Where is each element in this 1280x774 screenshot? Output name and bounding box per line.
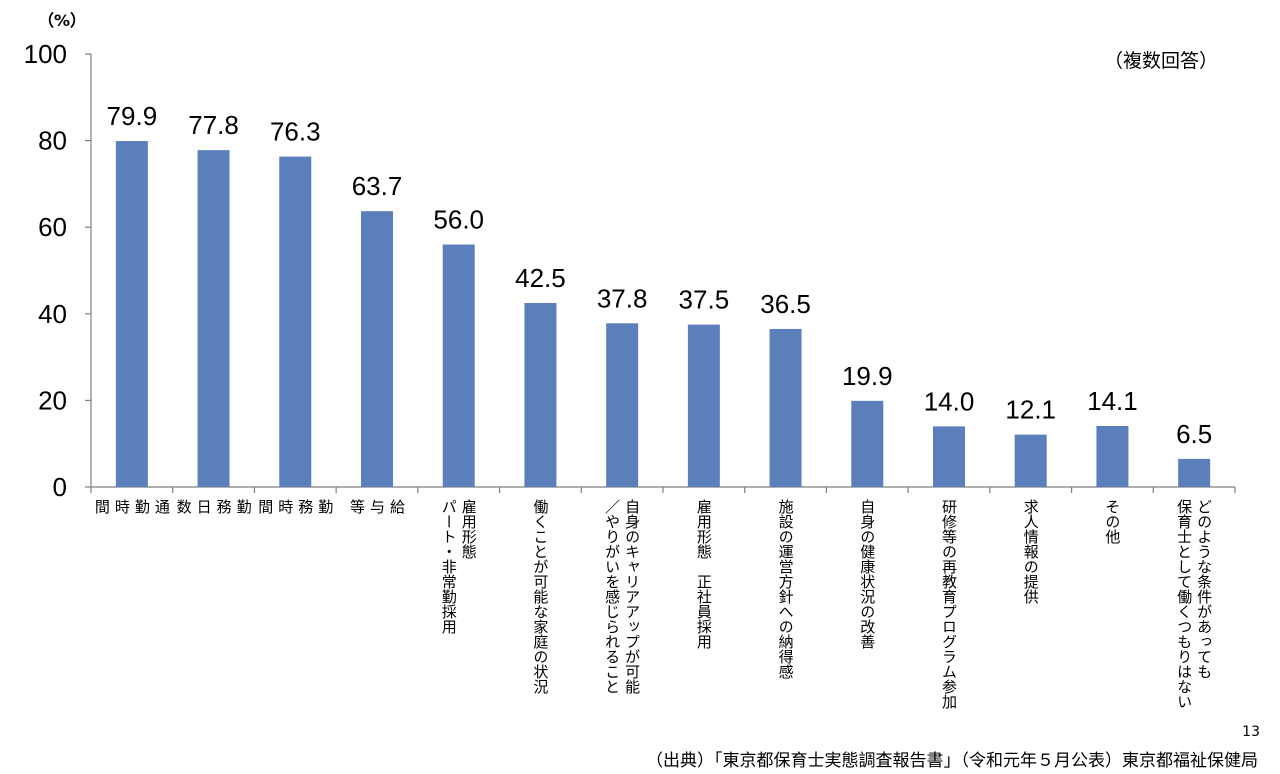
bar-value-label: 19.9	[842, 361, 893, 391]
y-tick-label: 80	[38, 126, 67, 156]
y-tick-label: 40	[38, 299, 67, 329]
category-label-line: 勤	[316, 499, 334, 515]
category-label-line: パート・非常勤採用	[440, 499, 458, 635]
category-label-line: その他	[1103, 499, 1121, 545]
page-number: 13	[1242, 724, 1260, 740]
category-label-line: 自身のキャリアアップが可能	[623, 499, 641, 695]
bar	[524, 302, 557, 487]
bar	[851, 400, 884, 487]
bar-value-label: 36.5	[760, 289, 811, 319]
multiple-answer-note: （複数回答）	[1103, 50, 1218, 72]
category-label: 給与等	[348, 498, 406, 515]
y-tick-label: 60	[38, 212, 67, 242]
category-label-line: 等	[348, 498, 366, 514]
y-tick-label: 20	[38, 385, 67, 415]
bar	[361, 211, 393, 487]
category-label-line: ／やりがいを感じられること	[603, 499, 621, 694]
category-label: その他	[1103, 499, 1121, 545]
bar	[115, 141, 148, 487]
category-label-line: 雇用形態	[460, 499, 478, 559]
bar-value-label: 14.1	[1087, 386, 1138, 416]
bar	[687, 324, 720, 487]
category-label-line: 施設の運営方針への納得感	[777, 499, 795, 679]
category-label-line: 保育士として働くつもりはない	[1175, 499, 1193, 709]
category-label-line: 通	[153, 499, 171, 514]
category-label-line: 務	[215, 499, 233, 515]
category-label-line: 日	[195, 499, 213, 514]
bar	[197, 150, 230, 487]
category-label-line: 務	[296, 499, 314, 515]
category-label-line: 研修等の再教育プログラム参加	[940, 499, 958, 710]
category-label-line: 時	[276, 499, 294, 514]
bar	[606, 323, 639, 487]
category-label-line: どのような条件があっても	[1195, 499, 1213, 679]
bar	[1014, 434, 1047, 487]
bar	[442, 244, 475, 487]
category-label-line: 求人情報の提供	[1022, 499, 1040, 604]
bar-value-label: 77.8	[188, 110, 239, 140]
category-label: 自身のキャリアアップが可能／やりがいを感じられること	[603, 499, 641, 695]
bar-value-label: 63.7	[352, 171, 403, 201]
category-label-line: 働くことが可能な家庭の状況	[531, 499, 549, 695]
bar-value-label: 37.8	[597, 283, 648, 313]
chart-labels: 79.9通勤時間77.8勤務日数76.3勤務時間63.7給与等56.0雇用形態パ…	[93, 101, 1213, 710]
category-label-line: 時	[113, 499, 131, 514]
category-label: 雇用形態 正社員採用	[695, 499, 713, 650]
category-label-line: 数	[175, 499, 193, 514]
bar	[279, 156, 312, 487]
bar-value-label: 79.9	[107, 101, 158, 131]
bar-value-label: 76.3	[270, 117, 321, 147]
bar	[1096, 425, 1129, 487]
y-tick-label: 100	[24, 39, 67, 69]
bar-value-label: 6.5	[1176, 419, 1212, 449]
category-label: 働くことが可能な家庭の状況	[531, 499, 549, 695]
bar	[769, 328, 802, 487]
category-label-line: 間	[256, 499, 274, 515]
bar-value-label: 37.5	[679, 285, 730, 315]
category-label-line: 勤	[235, 499, 253, 515]
category-label-line: 勤	[133, 499, 151, 515]
category-label: 自身の健康状況の改善	[858, 499, 876, 649]
bar-value-label: 14.0	[924, 386, 975, 416]
category-label-line: 給	[388, 499, 406, 514]
bar	[933, 426, 965, 487]
y-tick-label: 0	[53, 472, 67, 502]
source-citation: （出典）「東京都保育士実態調査報告書」（令和元年５月公表）東京都福祉保健局	[646, 751, 1258, 771]
category-label: 求人情報の提供	[1022, 499, 1040, 604]
bar-value-label: 42.5	[515, 263, 566, 293]
category-label: 施設の運営方針への納得感	[777, 499, 795, 679]
bar	[1178, 458, 1211, 487]
chart-bars	[115, 141, 1211, 487]
bar-value-label: 12.1	[1005, 395, 1056, 425]
category-label-line: 与	[368, 499, 386, 515]
category-label-line: 雇用形態 正社員採用	[695, 499, 713, 650]
bar-value-label: 56.0	[433, 205, 484, 235]
y-unit-label: （%）	[38, 11, 86, 30]
category-label-line: 間	[93, 499, 111, 515]
category-label: 研修等の再教育プログラム参加	[940, 499, 958, 710]
category-label-line: 自身の健康状況の改善	[858, 499, 876, 649]
